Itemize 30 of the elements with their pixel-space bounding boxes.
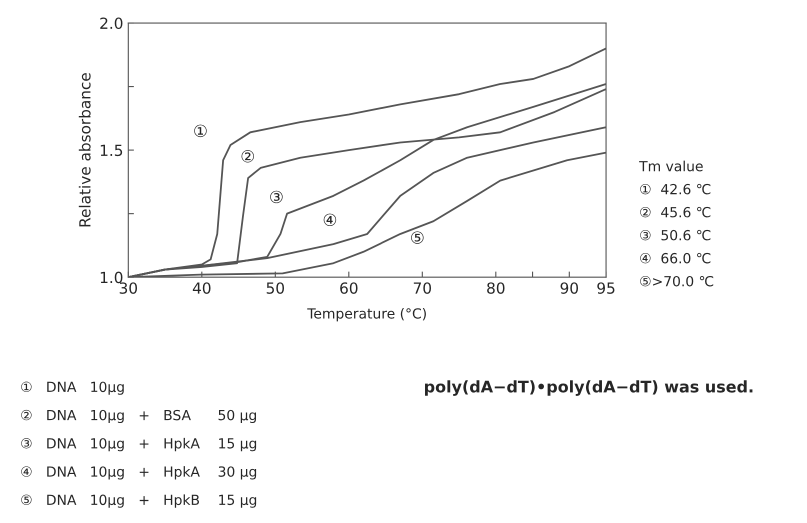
- text: poly(dA−dT)•poly(dA−dT) was used.: [425, 380, 752, 396]
- x-tick-label: 40: [192, 282, 211, 294]
- text: ④ DNA 10μg + HpkA 30 μg: [21, 466, 256, 480]
- annotation: ②: [242, 150, 254, 162]
- x-tick-label: 60: [340, 282, 358, 294]
- x-tick-label: 50: [266, 282, 284, 294]
- y-tick-label: 1.5: [100, 144, 122, 156]
- y-axis-title: Relative absorbance: [78, 73, 91, 226]
- text: ① DNA 10μg: [21, 382, 124, 395]
- text: ④ 66.0 ℃: [640, 252, 710, 264]
- annotation: ⑤: [411, 231, 424, 244]
- text: ⑤ DNA 10μg + HpkB 15 μg: [21, 494, 256, 508]
- text: ③ 50.6 ℃: [640, 230, 710, 240]
- x-tick-label: 70: [414, 282, 432, 294]
- annotation: ③: [270, 190, 283, 204]
- x-tick-label: 80: [487, 282, 505, 294]
- text: ② 45.6 ℃: [640, 206, 710, 218]
- x-tick-label: 30: [120, 282, 138, 294]
- text: ⑤>70.0 ℃: [640, 276, 714, 286]
- x-tick-label: 90: [560, 282, 578, 294]
- x-axis-title: Temperature (°C): [307, 308, 426, 322]
- annotation: ④: [324, 214, 336, 226]
- text: ② DNA 10μg + BSA 50 μg: [21, 410, 256, 424]
- text: Tm value: [639, 160, 703, 172]
- text: ③ DNA 10μg + HpkA 15 μg: [21, 438, 256, 452]
- text: ① 42.6 ℃: [640, 184, 710, 194]
- x-tick-label: 95: [597, 282, 614, 294]
- annotation: ①: [194, 124, 207, 138]
- y-tick-label: 2.0: [100, 17, 122, 30]
- y-tick-label: 1.0: [100, 272, 122, 284]
